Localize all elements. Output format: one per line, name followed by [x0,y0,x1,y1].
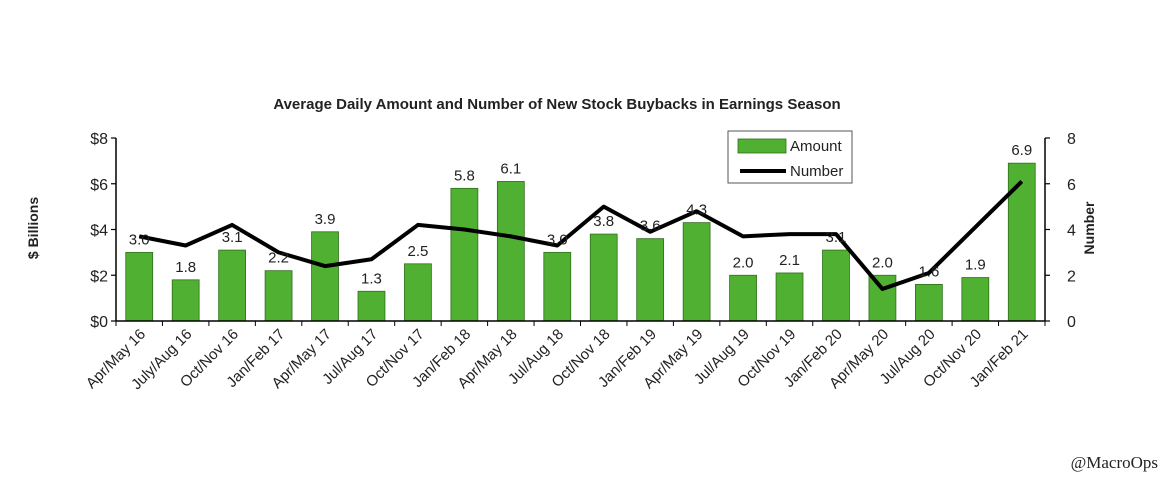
bar-value-label: 2.5 [407,243,428,260]
bar [915,283,943,322]
bar [357,290,386,322]
bar [125,251,154,322]
bar-value-label: 3.9 [315,211,336,228]
bar-value-label: 6.1 [500,160,521,177]
y-axis-label: $ Billions [25,197,41,259]
bar-value-label: 1.9 [965,257,986,274]
bar [822,249,850,322]
bar [496,181,525,322]
bar [218,249,246,322]
bar [868,274,897,322]
bar [775,272,804,322]
y-tick-label: $2 [90,268,108,285]
bar-value-label: 3.0 [547,231,568,248]
y2-tick-label: 0 [1067,314,1076,331]
legend: Amount Number [727,130,853,184]
bar-value-label: 3.6 [640,218,661,235]
legend-swatch-amount [737,138,787,154]
bar-value-label: 3.0 [129,231,150,248]
bar [1007,162,1036,322]
bar-value-label: 1.3 [361,270,382,287]
chart-title: Average Daily Amount and Number of New S… [273,96,840,113]
bar [171,279,200,322]
bar [450,187,479,322]
bar-value-label: 5.8 [454,167,475,184]
bar [311,231,339,322]
bar-value-label: 3.1 [222,229,243,246]
watermark: @MacroOps [1070,453,1158,472]
bar [543,251,572,322]
bar-value-label: 2.1 [779,252,800,269]
bar-value-label: 2.0 [733,254,754,271]
bar [636,238,665,322]
bar-value-label: 2.0 [872,254,893,271]
y-tick-label: $4 [90,223,108,240]
y2-tick-label: 8 [1067,131,1076,148]
bar [589,233,618,322]
y-tick-label: $8 [90,131,108,148]
y2-tick-label: 4 [1067,223,1076,240]
y-tick-label: $0 [90,314,108,331]
number-series-line [138,180,1024,291]
y2-tick-label: 6 [1067,177,1076,194]
bar [264,270,293,322]
bar [682,222,711,322]
bar [404,263,432,322]
bar-value-label: 1.8 [175,259,196,276]
y-tick-label: $6 [90,177,108,194]
y2-axis-label: Number [1081,201,1097,254]
bar-value-label: 3.1 [826,229,847,246]
bar-value-label: 6.9 [1011,142,1032,159]
bar [729,274,757,322]
bar-value-label: 3.8 [593,213,614,230]
bar-value-label: 2.2 [268,250,289,267]
bar-value-label: 4.3 [686,202,707,219]
legend-label-amount: Amount [790,138,843,155]
y2-tick-label: 2 [1067,268,1076,285]
legend-label-number: Number [790,163,843,180]
bar-value-label: 1.6 [918,263,939,280]
bar [961,277,990,322]
